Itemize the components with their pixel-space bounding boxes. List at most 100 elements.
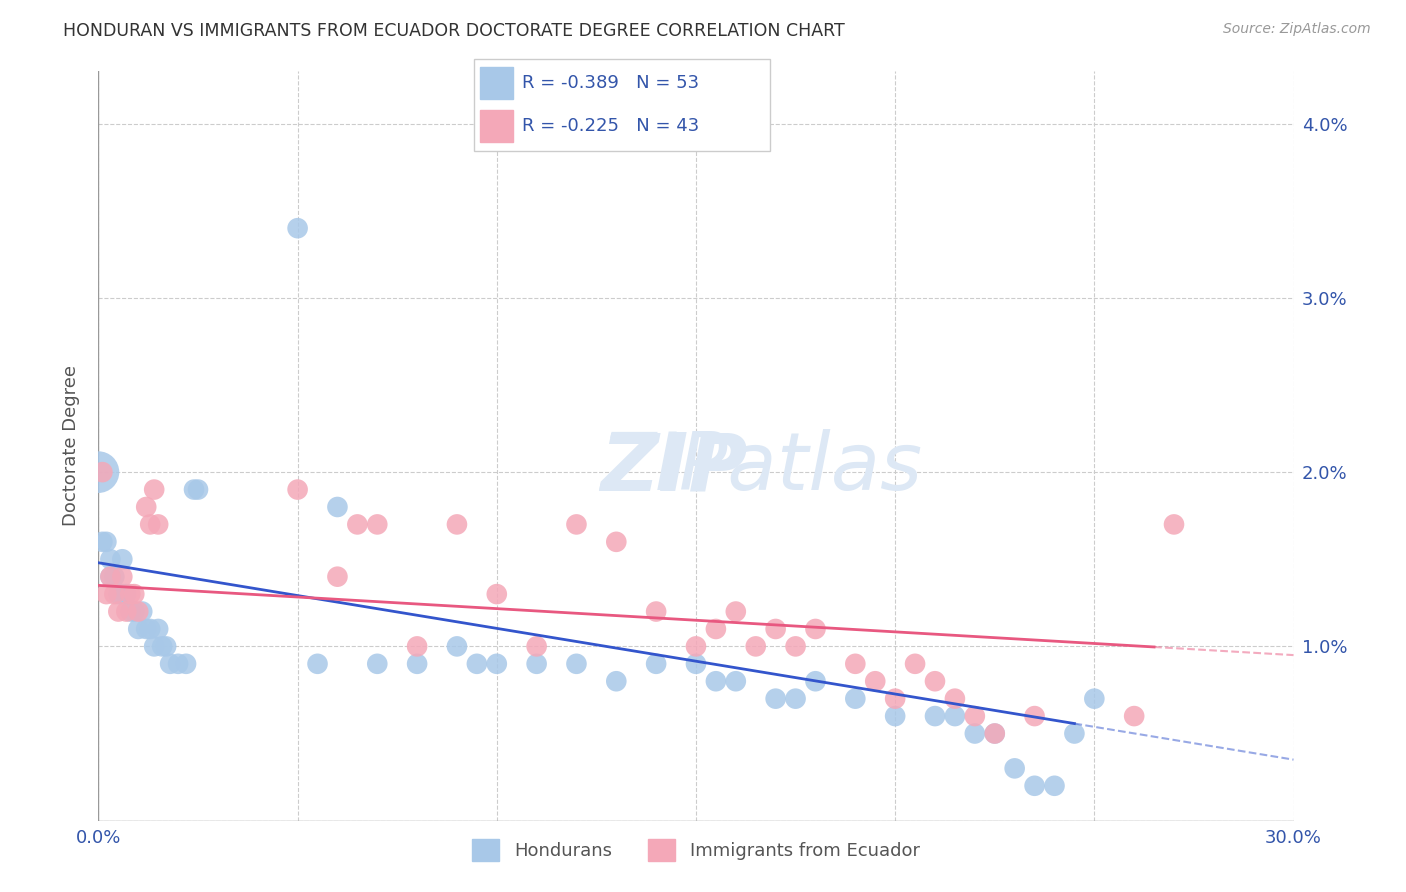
Point xyxy=(963,709,986,723)
Point xyxy=(96,587,118,601)
Point xyxy=(884,709,907,723)
Point xyxy=(148,517,170,532)
Point xyxy=(984,726,1007,740)
Point xyxy=(96,534,118,549)
Point xyxy=(143,640,166,654)
Point xyxy=(785,640,807,654)
Point xyxy=(366,657,388,671)
Point xyxy=(287,221,309,235)
Point xyxy=(406,640,429,654)
Point xyxy=(120,587,142,601)
Point xyxy=(326,570,349,584)
Point xyxy=(465,657,488,671)
Point xyxy=(124,605,146,619)
Point xyxy=(1043,779,1066,793)
Point xyxy=(704,674,727,689)
Point xyxy=(159,657,181,671)
Point xyxy=(111,570,134,584)
Point xyxy=(804,674,827,689)
Point xyxy=(155,640,177,654)
Point xyxy=(943,709,966,723)
Point xyxy=(565,657,588,671)
Point xyxy=(98,570,122,584)
Point xyxy=(127,622,149,636)
Point xyxy=(115,587,138,601)
Point xyxy=(704,622,727,636)
Point xyxy=(884,691,907,706)
Point xyxy=(115,605,138,619)
Point xyxy=(124,587,146,601)
Legend: Hondurans, Immigrants from Ecuador: Hondurans, Immigrants from Ecuador xyxy=(465,831,927,868)
Point xyxy=(135,622,157,636)
Point xyxy=(1123,709,1146,723)
Point xyxy=(765,622,787,636)
Point xyxy=(924,674,946,689)
Point xyxy=(143,483,166,497)
Point xyxy=(1163,517,1185,532)
Point xyxy=(183,483,205,497)
Point xyxy=(565,517,588,532)
Point xyxy=(724,605,747,619)
Point xyxy=(131,605,153,619)
Point xyxy=(785,691,807,706)
Point xyxy=(150,640,173,654)
Point xyxy=(187,483,209,497)
Text: ZIP: ZIP xyxy=(600,429,748,508)
Point xyxy=(844,691,866,706)
Point xyxy=(485,587,508,601)
Point xyxy=(148,622,170,636)
Point xyxy=(446,517,468,532)
Point xyxy=(526,640,548,654)
Point xyxy=(844,657,866,671)
Point xyxy=(963,726,986,740)
Point xyxy=(87,465,110,479)
Point xyxy=(485,657,508,671)
Point xyxy=(745,640,768,654)
Point xyxy=(685,657,707,671)
Point xyxy=(984,726,1007,740)
Point xyxy=(685,640,707,654)
Point xyxy=(346,517,368,532)
Point xyxy=(120,605,142,619)
Text: ZIPatlas: ZIPatlas xyxy=(600,429,922,508)
Point xyxy=(865,674,887,689)
Point xyxy=(924,709,946,723)
Point xyxy=(804,622,827,636)
Point xyxy=(943,691,966,706)
Y-axis label: Doctorate Degree: Doctorate Degree xyxy=(62,366,80,526)
Point xyxy=(446,640,468,654)
Point xyxy=(103,570,125,584)
Point xyxy=(98,552,122,566)
Text: Source: ZipAtlas.com: Source: ZipAtlas.com xyxy=(1223,22,1371,37)
Point xyxy=(326,500,349,514)
Point xyxy=(1063,726,1085,740)
Point xyxy=(1024,709,1046,723)
Point xyxy=(98,570,122,584)
Text: R = -0.389   N = 53: R = -0.389 N = 53 xyxy=(523,74,700,92)
Point xyxy=(307,657,329,671)
Point xyxy=(287,483,309,497)
Point xyxy=(1083,691,1105,706)
Text: R = -0.225   N = 43: R = -0.225 N = 43 xyxy=(523,118,700,136)
Point xyxy=(366,517,388,532)
Point xyxy=(645,605,668,619)
Point xyxy=(645,657,668,671)
Point xyxy=(174,657,197,671)
Point xyxy=(406,657,429,671)
Point xyxy=(107,605,129,619)
Point xyxy=(91,465,114,479)
Point xyxy=(1004,761,1026,775)
Text: HONDURAN VS IMMIGRANTS FROM ECUADOR DOCTORATE DEGREE CORRELATION CHART: HONDURAN VS IMMIGRANTS FROM ECUADOR DOCT… xyxy=(63,22,845,40)
Point xyxy=(107,587,129,601)
Point xyxy=(135,500,157,514)
Point xyxy=(103,587,125,601)
Point xyxy=(904,657,927,671)
Bar xyxy=(479,68,513,99)
Point xyxy=(1024,779,1046,793)
Point xyxy=(765,691,787,706)
Point xyxy=(605,674,627,689)
Point xyxy=(111,587,134,601)
Bar xyxy=(479,111,513,142)
Point xyxy=(139,622,162,636)
Point xyxy=(605,534,627,549)
